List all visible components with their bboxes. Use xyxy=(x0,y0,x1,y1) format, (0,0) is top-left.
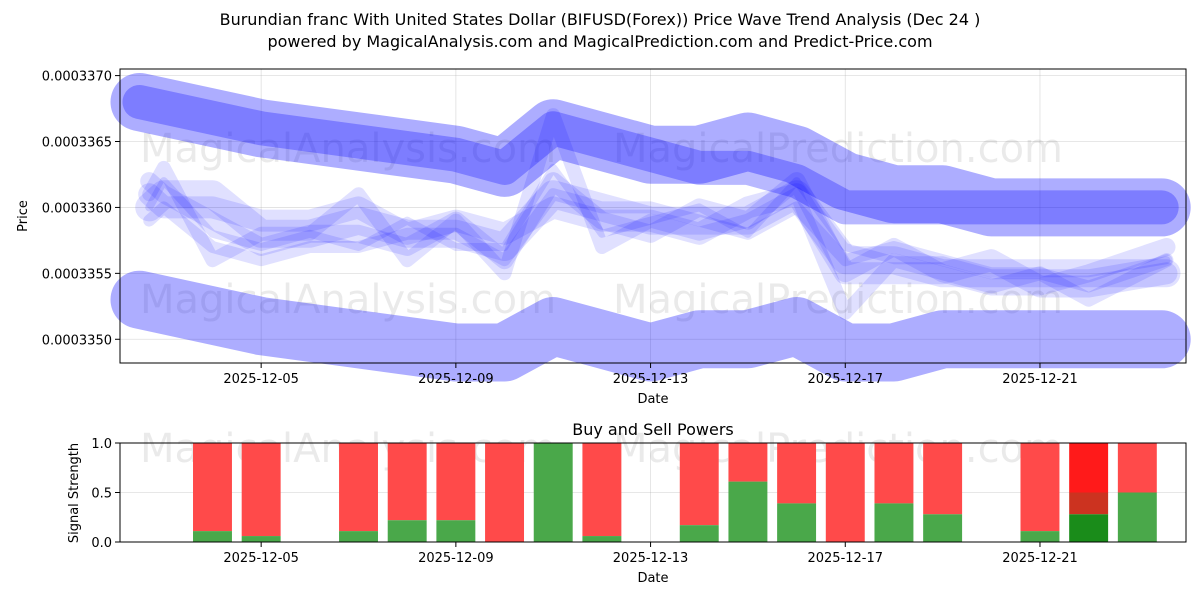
sell-bar xyxy=(387,443,427,521)
signal-x-label: Date xyxy=(637,571,668,586)
price-x-ticks: 2025-12-05 2025-12-09 2025-12-13 2025-12-17… xyxy=(223,363,1078,387)
sell-bar xyxy=(339,443,378,532)
price-band-center-channel xyxy=(122,85,1179,225)
buy-bar xyxy=(679,525,719,542)
sell-bar xyxy=(923,443,963,515)
chart-title-line2: powered by MagicalAnalysis.com and Magic… xyxy=(267,32,932,51)
price-wave-4 xyxy=(138,183,1178,298)
price-x-tick-label: 2025-12-09 xyxy=(418,372,494,387)
signal-y-tick-label: 0.5 xyxy=(91,487,112,502)
buy-bar xyxy=(777,503,817,542)
price-y-label: Price xyxy=(16,200,31,232)
price-wave-2 xyxy=(140,172,1176,296)
buy-bar xyxy=(339,531,378,542)
price-y-tick-label: 0.0003350 xyxy=(42,333,112,348)
signal-panel: Buy and Sell Powers MagicalAnalysis.com … xyxy=(67,420,1187,586)
watermark-analysis-lower: MagicalAnalysis.com xyxy=(140,277,556,323)
price-bands xyxy=(110,73,1191,382)
buy-bar xyxy=(436,520,476,542)
price-wave-6 xyxy=(142,108,1174,320)
price-x-label: Date xyxy=(637,392,668,407)
signal-x-tick-label: 2025-12-05 xyxy=(223,551,299,566)
buy-bar xyxy=(582,536,622,542)
sell-bar xyxy=(436,443,476,521)
price-x-tick-label: 2025-12-21 xyxy=(1002,372,1078,387)
price-y-tick-label: 0.0003365 xyxy=(42,136,112,151)
buy-bar-latest xyxy=(1069,514,1109,542)
signal-title: Buy and Sell Powers xyxy=(572,420,734,439)
price-grid xyxy=(120,69,1186,363)
sell-bar xyxy=(241,443,281,537)
price-y-tick-label: 0.0003355 xyxy=(42,267,112,282)
signal-y-tick-label: 0.0 xyxy=(91,536,112,551)
signal-y-tick-label: 1.0 xyxy=(91,437,112,452)
buy-bar xyxy=(923,514,963,542)
signal-x-tick-label: 2025-12-09 xyxy=(418,551,494,566)
price-watermarks: MagicalAnalysis.com MagicalPrediction.co… xyxy=(140,126,1063,323)
sell-bar xyxy=(874,443,914,504)
price-wave-3 xyxy=(143,188,1173,293)
price-x-tick-label: 2025-12-17 xyxy=(807,372,883,387)
signal-x-tick-label: 2025-12-17 xyxy=(807,551,883,566)
price-axes-frame xyxy=(119,68,1187,364)
signal-x-ticks: 2025-12-05 2025-12-09 2025-12-13 2025-12-17… xyxy=(223,542,1078,566)
buy-bar xyxy=(728,481,768,542)
mid-bar-latest xyxy=(1069,492,1109,515)
price-x-tick-label: 2025-12-05 xyxy=(223,372,299,387)
buy-bar xyxy=(874,503,914,542)
sell-bar xyxy=(1117,443,1157,493)
price-y-tick-label: 0.0003360 xyxy=(42,201,112,216)
watermark-analysis-upper: MagicalAnalysis.com xyxy=(140,126,556,172)
signal-y-ticks: 0.0 0.5 1.0 xyxy=(91,437,120,551)
signal-y-label: Signal Strength xyxy=(67,443,82,543)
price-wave-5 xyxy=(145,163,1171,278)
price-y-tick-label: 0.0003370 xyxy=(42,70,112,85)
sell-bar xyxy=(825,443,865,542)
sell-bar xyxy=(728,443,768,482)
buy-bar xyxy=(1117,492,1157,542)
signal-bars xyxy=(193,443,1157,542)
buy-bar xyxy=(533,443,573,542)
watermark-prediction-upper: MagicalPrediction.com xyxy=(613,126,1063,172)
sell-bar xyxy=(485,443,525,542)
signal-x-tick-label: 2025-12-21 xyxy=(1002,551,1078,566)
buy-bar xyxy=(1020,531,1060,542)
price-waves xyxy=(135,108,1181,320)
price-band-lower-channel xyxy=(110,270,1191,382)
buy-bar xyxy=(193,531,232,542)
chart-title-line1: Burundian franc With United States Dolla… xyxy=(220,10,981,29)
signal-x-tick-label: 2025-12-13 xyxy=(613,551,689,566)
price-wave-1 xyxy=(135,180,1181,288)
watermark-prediction-lower: MagicalPrediction.com xyxy=(613,277,1063,323)
sell-bar xyxy=(193,443,232,532)
sell-bar xyxy=(1020,443,1060,532)
price-y-ticks: 0.0003350 0.0003355 0.0003360 0.0003365 0.00… xyxy=(42,70,120,348)
price-panel: MagicalAnalysis.com MagicalPrediction.co… xyxy=(16,68,1191,407)
buy-bar xyxy=(387,520,427,542)
price-band-upper-channel xyxy=(110,73,1191,237)
sell-bar xyxy=(679,443,719,526)
sell-bar-latest xyxy=(1069,443,1109,493)
price-x-tick-label: 2025-12-13 xyxy=(613,372,689,387)
sell-bar xyxy=(777,443,817,504)
buy-bar xyxy=(241,536,281,542)
sell-bar xyxy=(582,443,622,537)
